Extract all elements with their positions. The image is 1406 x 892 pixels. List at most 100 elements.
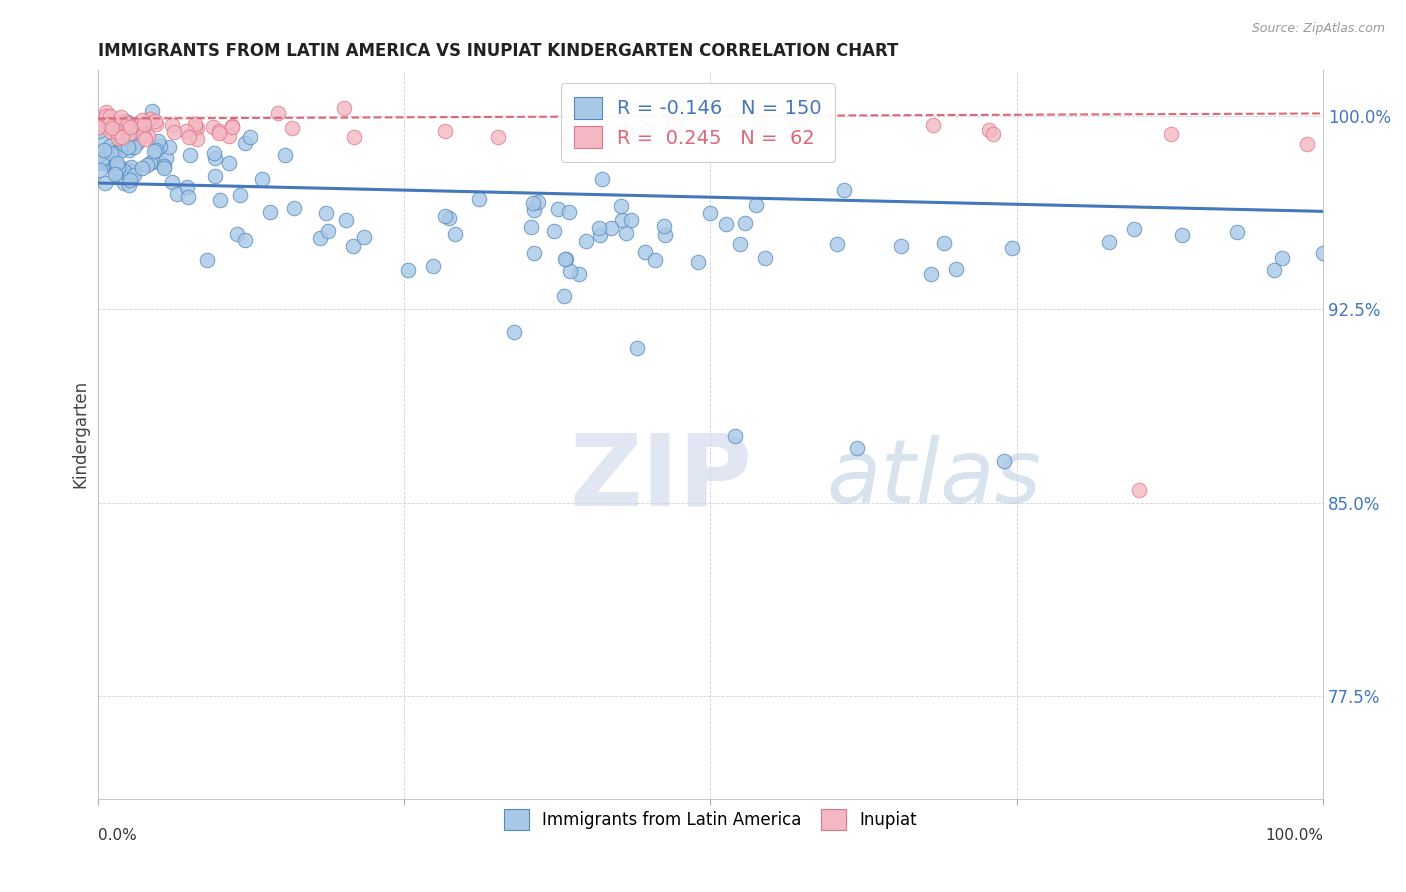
- Point: [136, 128, 159, 143]
- Point: [128, 120, 150, 135]
- Text: Source: ZipAtlas.com: Source: ZipAtlas.com: [1251, 22, 1385, 36]
- Point: [523, 202, 546, 217]
- Point: [97, 157, 120, 171]
- Point: [103, 142, 125, 156]
- Point: [120, 120, 142, 135]
- Point: [122, 164, 145, 178]
- Point: [174, 124, 197, 138]
- Point: [114, 114, 136, 128]
- Point: [239, 130, 262, 145]
- Point: [636, 121, 658, 136]
- Point: [162, 125, 184, 139]
- Point: [122, 140, 145, 154]
- Text: 0.0%: 0.0%: [97, 828, 136, 843]
- Point: [993, 454, 1015, 468]
- Point: [734, 216, 756, 230]
- Point: [520, 220, 543, 235]
- Point: [890, 239, 912, 253]
- Point: [104, 158, 127, 172]
- Point: [110, 144, 132, 158]
- Point: [434, 124, 457, 138]
- Point: [620, 212, 643, 227]
- Point: [662, 116, 685, 130]
- Point: [155, 152, 177, 166]
- Point: [664, 118, 686, 132]
- Point: [610, 213, 633, 227]
- Point: [553, 289, 575, 303]
- Point: [145, 117, 167, 131]
- Point: [132, 128, 155, 143]
- Point: [589, 128, 612, 142]
- Point: [422, 259, 444, 273]
- Point: [208, 124, 231, 138]
- Point: [832, 183, 855, 197]
- Point: [141, 103, 163, 118]
- Point: [135, 158, 157, 172]
- Legend: Immigrants from Latin America, Inupiat: Immigrants from Latin America, Inupiat: [495, 801, 925, 838]
- Point: [1226, 225, 1249, 239]
- Point: [146, 134, 169, 148]
- Point: [846, 442, 869, 456]
- Point: [94, 176, 117, 190]
- Point: [396, 262, 419, 277]
- Point: [105, 156, 128, 170]
- Point: [134, 132, 156, 146]
- Point: [139, 112, 162, 127]
- Point: [100, 145, 122, 160]
- Point: [686, 255, 709, 269]
- Point: [218, 156, 240, 170]
- Point: [921, 118, 943, 132]
- Point: [179, 130, 201, 145]
- Point: [981, 127, 1004, 141]
- Point: [614, 226, 637, 240]
- Point: [131, 113, 153, 128]
- Point: [699, 206, 721, 220]
- Point: [142, 154, 165, 169]
- Point: [315, 206, 337, 220]
- Point: [547, 202, 569, 216]
- Point: [634, 245, 657, 260]
- Point: [1296, 136, 1319, 151]
- Point: [250, 172, 273, 186]
- Point: [100, 139, 122, 153]
- Point: [558, 264, 581, 278]
- Point: [184, 117, 207, 131]
- Point: [98, 154, 121, 169]
- Point: [921, 267, 943, 281]
- Point: [139, 156, 162, 170]
- Point: [153, 159, 176, 173]
- Point: [724, 428, 747, 442]
- Point: [176, 180, 198, 194]
- Point: [108, 160, 131, 174]
- Point: [554, 252, 576, 267]
- Point: [118, 127, 141, 141]
- Point: [318, 224, 340, 238]
- Point: [195, 253, 218, 268]
- Point: [117, 128, 139, 143]
- Point: [107, 161, 129, 175]
- Point: [98, 117, 121, 131]
- Point: [108, 142, 131, 156]
- Point: [437, 211, 460, 225]
- Point: [728, 237, 751, 252]
- Point: [226, 227, 249, 242]
- Point: [103, 147, 125, 161]
- Point: [87, 120, 110, 134]
- Point: [1128, 483, 1150, 497]
- Point: [157, 140, 180, 154]
- Point: [610, 199, 633, 213]
- Point: [1312, 246, 1334, 260]
- Point: [434, 209, 457, 223]
- Point: [149, 138, 172, 153]
- Point: [208, 194, 231, 208]
- Point: [503, 326, 526, 340]
- Point: [591, 172, 613, 186]
- Point: [110, 110, 132, 124]
- Point: [115, 120, 138, 134]
- Point: [111, 129, 134, 144]
- Point: [114, 163, 136, 178]
- Point: [94, 105, 117, 120]
- Point: [353, 230, 375, 244]
- Point: [121, 120, 143, 134]
- Point: [588, 221, 610, 235]
